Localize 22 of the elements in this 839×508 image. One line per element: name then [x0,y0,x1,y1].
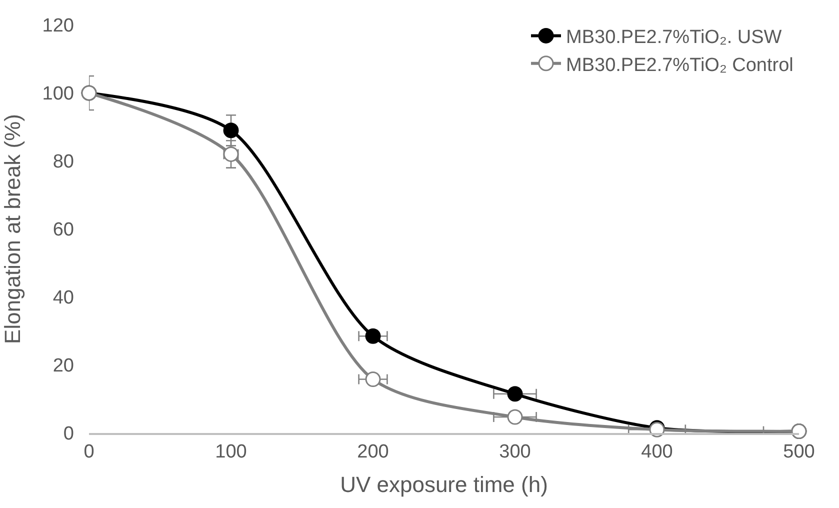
x-tick-label: 200 [357,442,389,463]
y-tick-label: 0 [63,424,74,445]
x-tick-label: 0 [84,442,94,463]
point [507,409,523,425]
y-tick-label: 100 [42,84,74,105]
legend-label: MB30.PE2.7%TiO₂. USW [566,27,782,48]
y-tick-label: 60 [52,220,74,241]
x-tick-label: 100 [215,442,247,463]
x-tick-label: 400 [641,442,673,463]
x-tick-label: 300 [499,442,531,463]
legend-label: MB30.PE2.7%TiO₂ Control [566,54,794,76]
point [365,372,381,388]
x-tick-label: 500 [783,442,815,463]
y-axis-title: Elongation at break (%) [0,114,26,344]
y-tick-label: 20 [52,356,74,377]
x-axis-title: UV exposure time (h) [340,472,548,497]
point [223,122,239,138]
y-tick-label: 40 [52,288,74,309]
point [507,386,523,402]
y-tick-label: 80 [52,152,74,173]
y-tick-label: 120 [42,16,74,37]
point [365,328,381,344]
